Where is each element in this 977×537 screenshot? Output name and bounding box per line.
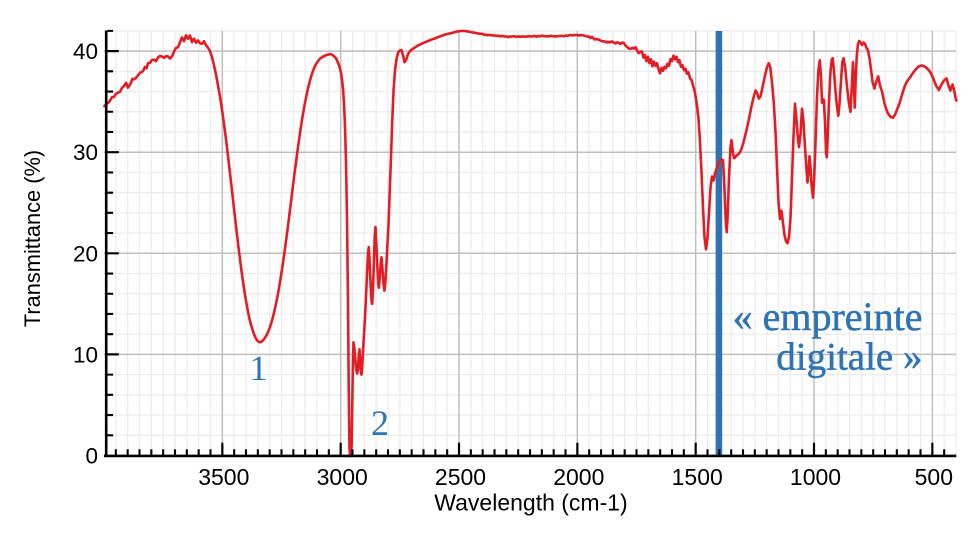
svg-text:10: 10 — [73, 342, 98, 367]
svg-text:40: 40 — [73, 39, 98, 64]
svg-text:0: 0 — [85, 444, 98, 469]
svg-text:20: 20 — [73, 241, 98, 266]
svg-text:Wavelength (cm-1): Wavelength (cm-1) — [434, 490, 627, 516]
svg-text:2500: 2500 — [435, 464, 486, 490]
svg-text:digitale »: digitale » — [776, 336, 922, 379]
svg-text:2: 2 — [371, 403, 389, 443]
svg-text:1500: 1500 — [672, 464, 723, 490]
svg-text:3000: 3000 — [317, 464, 368, 490]
svg-text:30: 30 — [73, 140, 98, 165]
svg-text:2000: 2000 — [553, 464, 604, 490]
svg-text:Transmittance (%): Transmittance (%) — [20, 150, 45, 327]
svg-text:3500: 3500 — [198, 464, 249, 490]
svg-text:1: 1 — [250, 348, 268, 388]
svg-text:500: 500 — [915, 464, 953, 490]
svg-text:1000: 1000 — [790, 464, 841, 490]
svg-text:« empreinte: « empreinte — [733, 294, 923, 339]
